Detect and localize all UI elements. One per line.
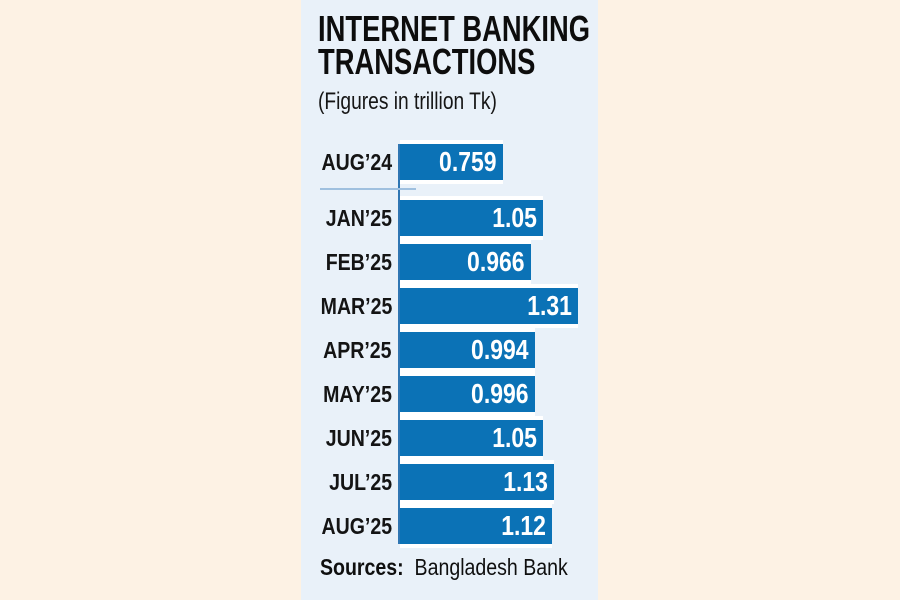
category-label: APR’25 [323,336,392,363]
chart-title: INTERNET BANKING TRANSACTIONS [318,8,591,83]
value-label: 1.05 [491,422,537,453]
category-cell: FEB’25 [301,240,400,284]
source-value: Bangladesh Bank [414,554,568,580]
category-label: JAN’25 [325,204,392,231]
category-label: JUL’25 [328,468,392,495]
bar-row: AUG’24 0.759 [301,140,598,184]
value-label: 1.13 [502,466,548,497]
bar: 0.996 [400,372,535,416]
bar-zone: 0.966 [400,240,598,284]
source-note: Sources: Bangladesh Bank [320,554,568,581]
bar-zone: 0.996 [400,372,598,416]
category-label: AUG’24 [321,148,392,175]
bar: 1.05 [400,196,543,240]
value-label: 0.759 [438,146,497,177]
bar-zone: 1.31 [400,284,598,328]
bar: 0.966 [400,240,531,284]
category-cell: JAN’25 [301,196,400,240]
value-label: 0.994 [470,334,529,365]
category-cell: JUN’25 [301,416,400,460]
bar-row: MAR’25 1.31 [301,284,598,328]
chart-subtitle: (Figures in trillion Tk) [318,88,497,115]
bar-row: JUN’25 1.05 [301,416,598,460]
bar: 0.994 [400,328,535,372]
category-label: MAR’25 [320,292,392,319]
bar-zone: 1.05 [400,416,598,460]
category-cell: MAR’25 [301,284,400,328]
source-label: Sources: [320,554,404,580]
bar-row: APR’25 0.994 [301,328,598,372]
category-label: FEB’25 [325,248,392,275]
bar-row: MAY’25 0.996 [301,372,598,416]
bar-row: JUL’25 1.13 [301,460,598,504]
bar-row: AUG’25 1.12 [301,504,598,548]
bar-zone: 0.759 [400,140,598,184]
value-label: 1.05 [491,202,537,233]
bar-row: FEB’25 0.966 [301,240,598,284]
bar-zone: 1.05 [400,196,598,240]
category-cell: AUG’24 [301,140,400,184]
category-cell: JUL’25 [301,460,400,504]
chart-panel: INTERNET BANKING TRANSACTIONS (Figures i… [301,0,598,600]
y-axis-line [398,144,400,544]
bar-rows: AUG’24 0.759 JAN’25 1.05 FEB’25 0.966 [301,140,598,548]
bar: 0.759 [400,140,503,184]
category-cell: MAY’25 [301,372,400,416]
category-cell: APR’25 [301,328,400,372]
value-label: 1.31 [526,290,572,321]
bar: 1.12 [400,504,552,548]
category-label: AUG’25 [321,512,392,539]
category-label: JUN’25 [325,424,392,451]
value-label: 1.12 [500,510,546,541]
bar-zone: 0.994 [400,328,598,372]
time-break-separator [301,184,598,196]
time-break-line [320,188,416,190]
category-label: MAY’25 [323,380,392,407]
bar-zone: 1.12 [400,504,598,548]
bar: 1.31 [400,284,578,328]
bar-zone: 1.13 [400,460,598,504]
value-label: 0.966 [466,246,525,277]
bar: 1.13 [400,460,554,504]
bar-row: JAN’25 1.05 [301,196,598,240]
bar: 1.05 [400,416,543,460]
value-label: 0.996 [470,378,529,409]
bar-chart: AUG’24 0.759 JAN’25 1.05 FEB’25 0.966 [301,140,598,548]
category-cell: AUG’25 [301,504,400,548]
